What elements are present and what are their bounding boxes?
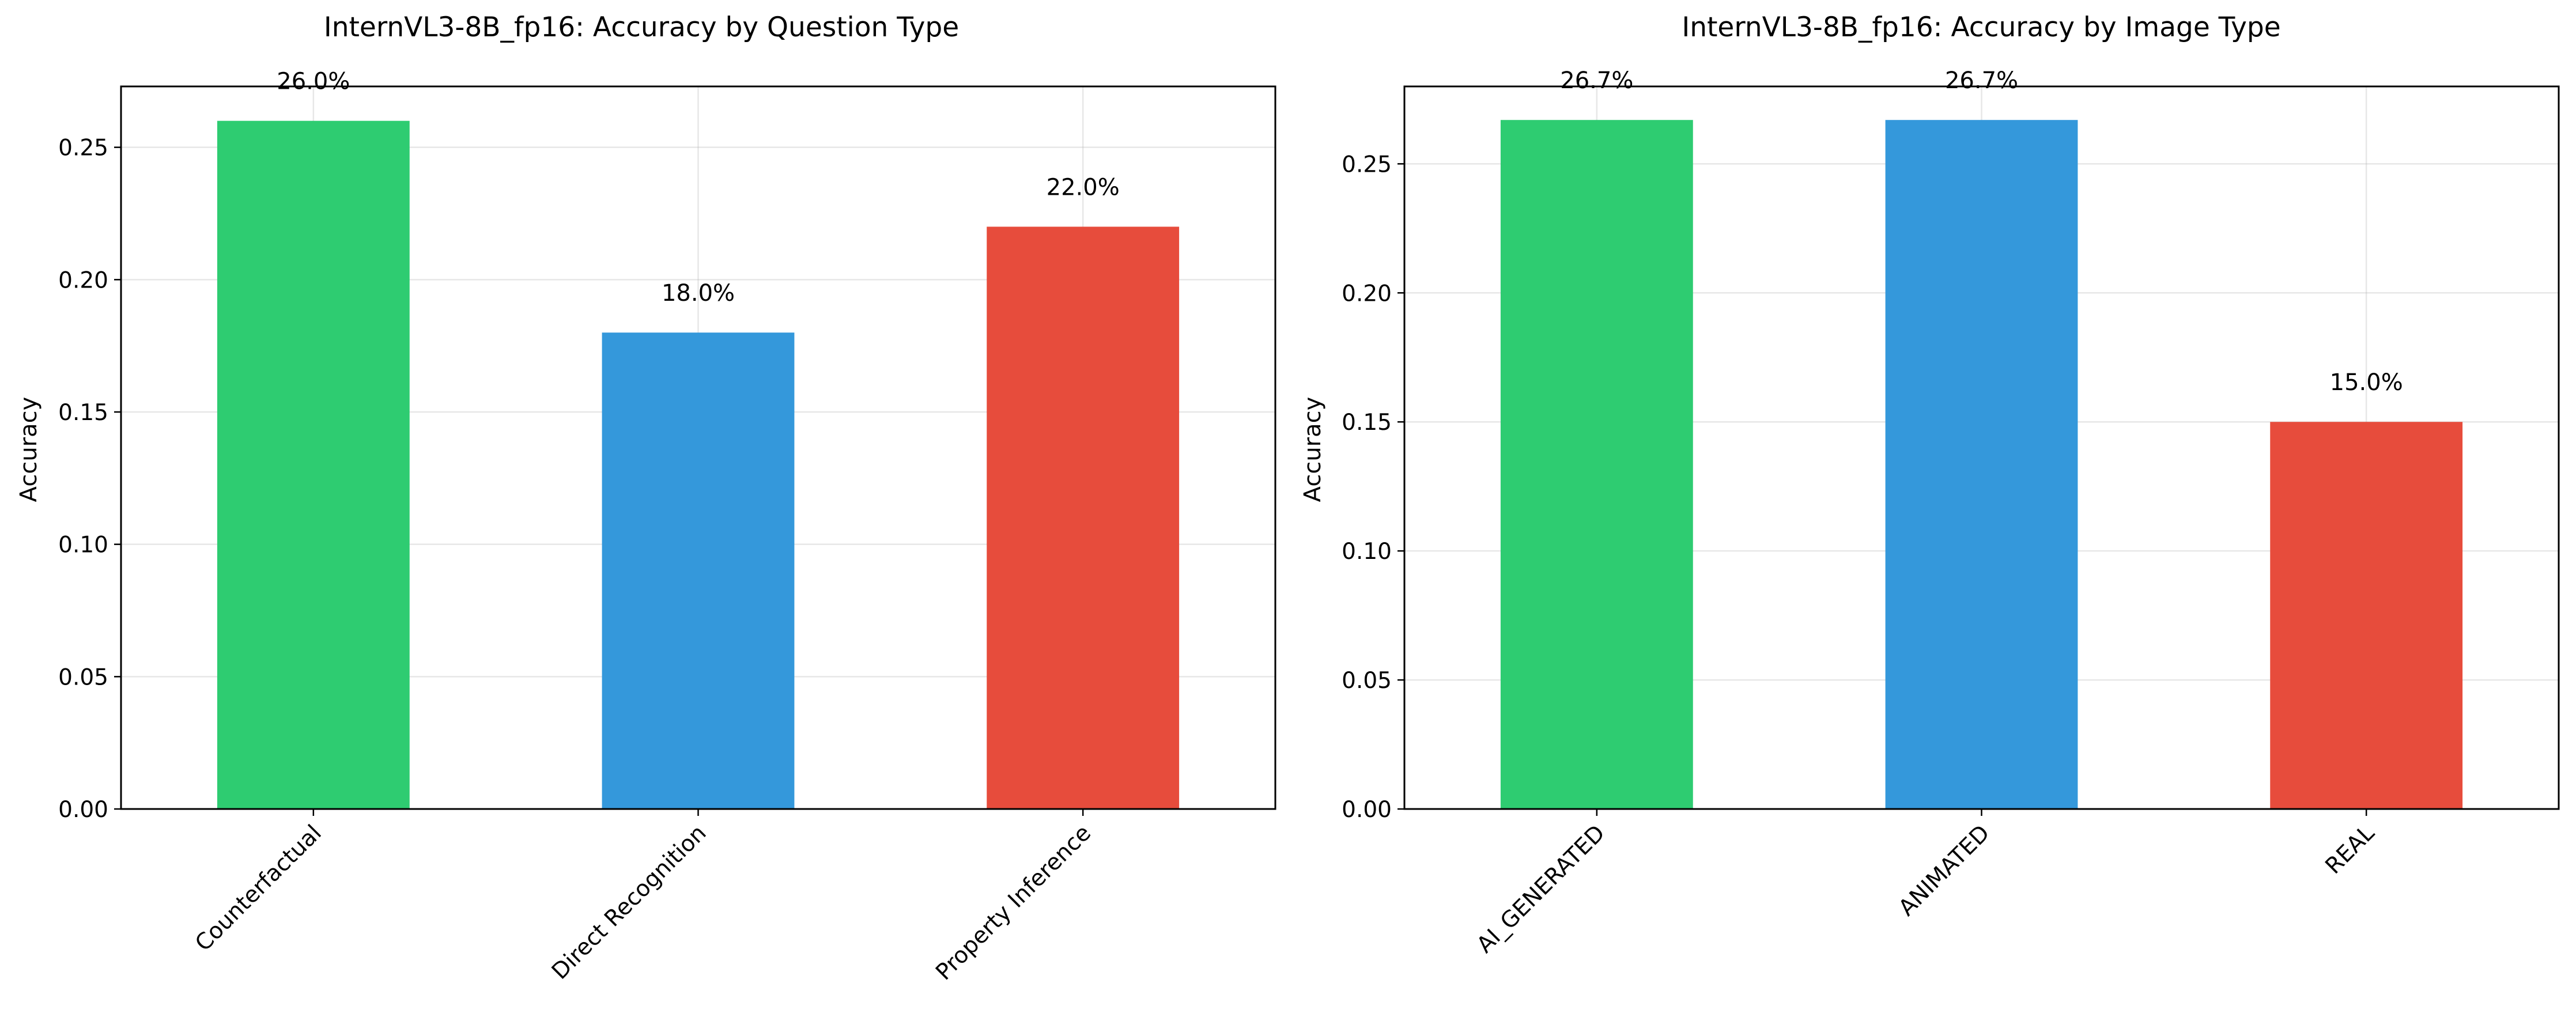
y-tick-label: 0.20 [58,267,108,293]
y-axis-label: Accuracy [1300,397,1326,502]
y-tick-label: 0.20 [1342,281,1392,307]
y-tick-label: 0.25 [58,135,108,161]
value-labels: 26.7% 26.7% 15.0% [1560,67,2403,396]
bar-ai-generated [1500,120,1693,809]
value-label: 26.0% [277,69,350,95]
y-tick-label: 0.05 [1342,668,1392,694]
value-labels: 26.0% 18.0% 22.0% [277,69,1119,307]
y-tick-label: 0.10 [1342,539,1392,565]
value-label: 18.0% [662,280,735,307]
bar-property-inference [987,226,1180,809]
y-tick-label: 0.05 [58,664,108,690]
y-axis-label: Accuracy [16,397,42,502]
value-label: 15.0% [2330,369,2403,396]
value-label: 26.7% [1560,67,1633,94]
bar-animated [1885,120,2078,809]
y-tick-label: 0.25 [1342,152,1392,177]
bars [1500,120,2463,809]
bar-counterfactual [217,120,410,810]
y-axis-ticks: 0.00 0.05 0.10 0.15 0.20 0.25 [1342,152,1404,823]
question-type-chart: InternVL3-8B_fp16: Accuracy by Question … [16,12,1276,985]
bars [217,120,1180,810]
y-tick-label: 0.00 [58,797,108,823]
y-tick-label: 0.00 [1342,797,1392,823]
y-tick-label: 0.10 [58,532,108,558]
bar-real [2270,422,2463,809]
y-tick-label: 0.15 [1342,410,1392,436]
y-axis-ticks: 0.00 0.05 0.10 0.15 0.20 0.25 [58,135,121,823]
bar-direct-recognition [602,332,795,809]
y-tick-label: 0.15 [58,400,108,426]
value-label: 22.0% [1047,174,1120,201]
chart-title: InternVL3-8B_fp16: Accuracy by Question … [324,12,959,43]
chart-title: InternVL3-8B_fp16: Accuracy by Image Typ… [1682,12,2280,43]
value-label: 26.7% [1945,67,2018,94]
